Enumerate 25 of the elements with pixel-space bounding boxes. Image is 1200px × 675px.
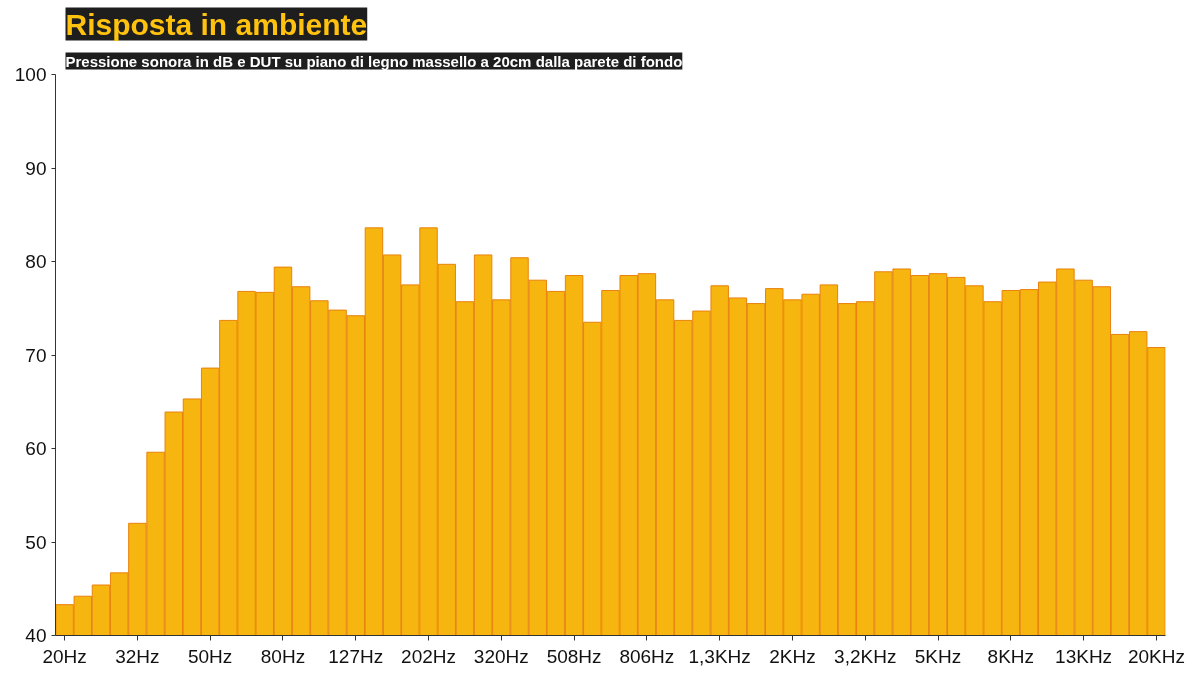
x-tick-label: 80Hz bbox=[260, 645, 306, 667]
y-tick-label: 60 bbox=[25, 438, 47, 459]
y-tick-label: 100 bbox=[14, 64, 47, 85]
x-tick-label: 8KHz bbox=[987, 645, 1035, 667]
x-tick-label: 20Hz bbox=[42, 645, 87, 667]
y-tick-label: 70 bbox=[25, 344, 47, 366]
y-tick-label: 80 bbox=[25, 251, 47, 272]
x-tick-label: 32Hz bbox=[115, 645, 160, 667]
x-tick-label: 806Hz bbox=[619, 645, 675, 667]
x-tick-label: 1,3KHz bbox=[688, 645, 751, 667]
x-tick-label: 3,2KHz bbox=[834, 645, 897, 667]
chart-subtitle: Pressione sonora in dB e DUT su piano di legno massello a 20cm dalla parete di fondo bbox=[65, 52, 683, 70]
chart-title: Risposta in ambiente bbox=[65, 7, 368, 41]
y-tick-label: 50 bbox=[25, 531, 47, 553]
x-tick-label: 320Hz bbox=[473, 645, 529, 667]
x-tick-label: 5KHz bbox=[914, 645, 962, 667]
x-tick-label: 2KHz bbox=[769, 645, 816, 667]
x-tick-label: 127Hz bbox=[328, 645, 384, 667]
x-tick-label: 508Hz bbox=[546, 645, 602, 667]
y-tick-label: 40 bbox=[25, 625, 47, 646]
x-tick-label: 20KHz bbox=[1127, 645, 1185, 667]
x-tick-label: 13KHz bbox=[1055, 645, 1113, 667]
x-tick-label: 202Hz bbox=[401, 645, 456, 667]
x-tick-label: 50Hz bbox=[187, 645, 233, 667]
y-tick-label: 90 bbox=[25, 157, 47, 179]
